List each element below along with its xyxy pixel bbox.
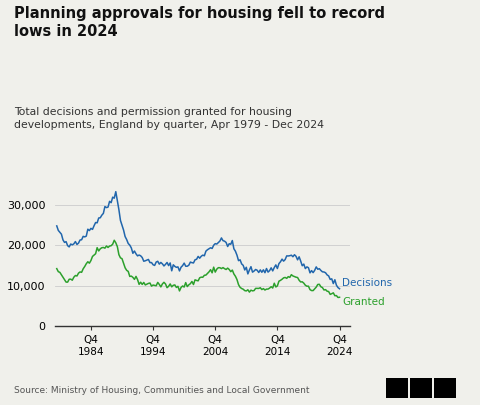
Text: C: C — [442, 383, 449, 393]
Text: Granted: Granted — [342, 297, 385, 307]
Text: B: B — [418, 383, 425, 393]
Text: Planning approvals for housing fell to record
lows in 2024: Planning approvals for housing fell to r… — [14, 6, 385, 39]
Text: B: B — [394, 383, 401, 393]
Text: Total decisions and permission granted for housing
developments, England by quar: Total decisions and permission granted f… — [14, 107, 324, 130]
Text: Decisions: Decisions — [342, 278, 393, 288]
Text: Source: Ministry of Housing, Communities and Local Government: Source: Ministry of Housing, Communities… — [14, 386, 310, 395]
